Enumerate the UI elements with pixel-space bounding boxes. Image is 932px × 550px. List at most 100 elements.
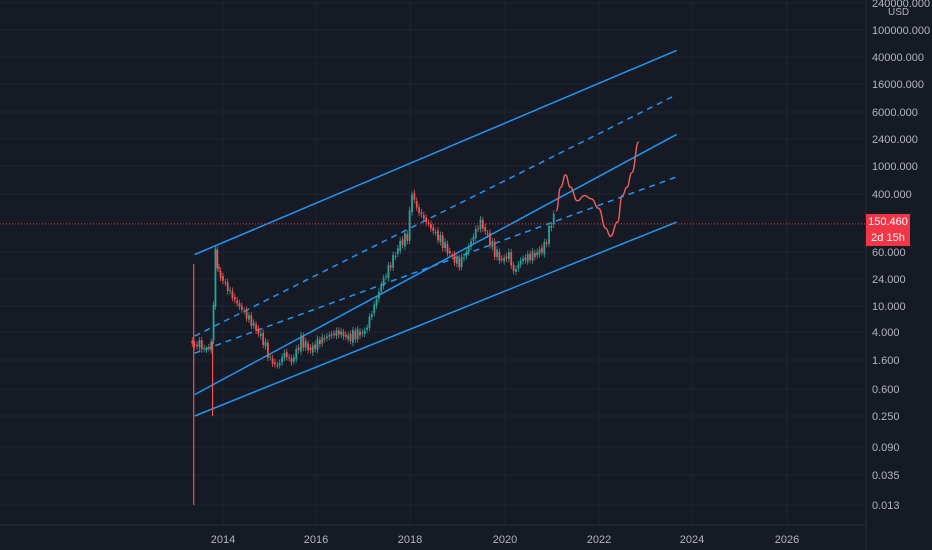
candle-body — [245, 309, 248, 319]
x-tick-label: 2026 — [775, 534, 799, 546]
y-tick-label: 0.600 — [872, 384, 900, 396]
candle-body — [349, 333, 352, 341]
x-tick-label: 2020 — [493, 534, 517, 546]
candle-body — [453, 254, 456, 263]
candle-body — [399, 240, 402, 251]
candle-body — [498, 251, 501, 261]
candle-body — [448, 251, 451, 254]
candle-body — [536, 251, 539, 256]
candle-body — [231, 290, 234, 298]
candle-body — [437, 230, 439, 241]
y-tick-label: 6000.000 — [872, 107, 918, 119]
candle-body — [491, 241, 494, 248]
candle-body — [467, 246, 470, 253]
candle-body — [500, 258, 503, 260]
candle-body — [460, 256, 463, 267]
candle-body — [354, 330, 357, 340]
candle-body — [248, 315, 250, 320]
y-tick-label: 60.000 — [872, 247, 906, 259]
candle-body — [425, 217, 428, 223]
y-tick-label: 0.090 — [872, 442, 900, 454]
candle-body — [191, 340, 194, 344]
y-tick-label: 10.000 — [872, 301, 906, 313]
candle-body — [550, 225, 553, 228]
candle-body — [292, 357, 295, 362]
candle-body — [548, 226, 550, 244]
candle-body — [430, 223, 432, 229]
candle-body — [290, 358, 293, 363]
candle-body — [446, 244, 449, 254]
candle-body — [441, 235, 444, 248]
y-tick-label: 0.013 — [872, 500, 900, 512]
price-axis[interactable]: 240000.000 100000.000 40000.000 16000.000 60… — [865, 0, 930, 550]
y-tick-label: 1.600 — [872, 355, 900, 367]
candle-body — [321, 336, 324, 344]
candle-body — [283, 352, 286, 358]
candle-body — [489, 232, 491, 246]
candle-body — [207, 347, 210, 349]
candle-body — [205, 349, 208, 351]
candle-body — [229, 290, 231, 292]
candle-body — [361, 332, 364, 334]
candle-body — [385, 276, 387, 278]
candle-body — [552, 213, 555, 225]
candle-body — [252, 322, 255, 326]
candle-body — [538, 249, 541, 255]
candle-body — [396, 248, 399, 254]
channel-line-upper — [194, 49, 677, 256]
candle-body — [335, 330, 338, 336]
candle-body — [484, 227, 487, 232]
candle-body — [255, 324, 257, 331]
candle-body — [422, 214, 425, 219]
y-tick-label: 100000.000 — [872, 25, 930, 37]
candle-body — [380, 284, 383, 292]
y-tick-label: 0.250 — [872, 411, 900, 423]
candle-body — [222, 276, 224, 281]
candle-body — [517, 264, 520, 269]
candle-body — [477, 228, 480, 230]
candle-body — [368, 316, 371, 328]
candle-body — [309, 347, 312, 351]
candle-body — [474, 229, 477, 238]
candle-body — [214, 248, 217, 307]
candle-body — [193, 344, 196, 346]
candle-body — [318, 339, 321, 345]
candle-body — [330, 334, 333, 336]
candle-body — [529, 253, 532, 261]
candle-body — [404, 233, 406, 247]
candle-body — [486, 233, 489, 235]
candle-body — [370, 314, 373, 318]
channel-line-lower — [194, 221, 677, 417]
x-tick-label: 2018 — [398, 534, 422, 546]
y-tick-label: 16000.000 — [872, 79, 924, 91]
candle-body — [278, 362, 281, 366]
x-tick-label: 2014 — [211, 534, 235, 546]
candle-body — [236, 300, 239, 304]
candle-body — [276, 364, 279, 366]
candle-body — [302, 336, 305, 348]
candle-body — [526, 254, 529, 262]
candle-body — [493, 241, 496, 257]
candle-body — [311, 345, 314, 353]
candle-body — [470, 241, 472, 247]
candle-body — [411, 194, 413, 213]
candle-body — [378, 291, 380, 299]
candle-body — [515, 268, 517, 272]
candle-body — [382, 278, 385, 286]
candle-body — [543, 242, 546, 255]
candle-body — [314, 344, 317, 349]
candle-body — [259, 333, 262, 337]
candle-body — [496, 249, 498, 258]
x-tick-label: 2016 — [304, 534, 328, 546]
candle-body — [212, 305, 215, 341]
bar-countdown-badge: 2d 15h — [866, 230, 910, 246]
candle-body — [533, 252, 536, 258]
channel-lines — [194, 49, 677, 417]
time-axis[interactable]: 2014 2016 2018 2020 2022 2024 2026 — [0, 524, 866, 546]
candle-body — [373, 304, 376, 314]
candle-body — [257, 328, 260, 334]
y-tick-label: 24.000 — [872, 274, 906, 286]
candle-body — [238, 303, 241, 307]
y-tick-label: 240000.000 — [872, 0, 930, 10]
